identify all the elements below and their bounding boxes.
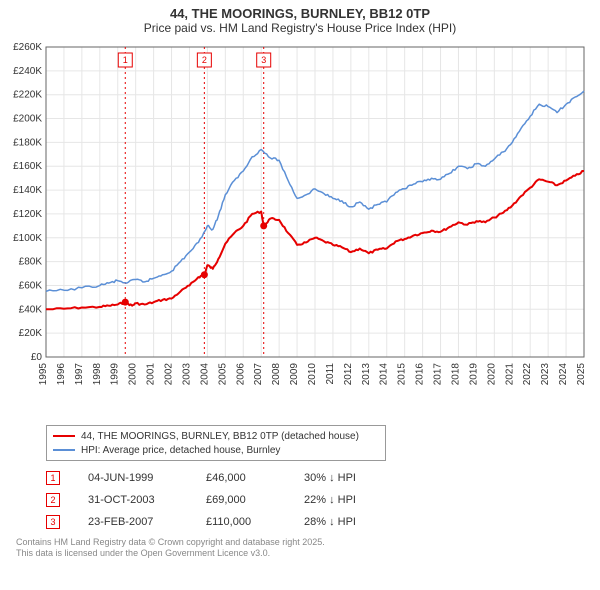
svg-text:£40K: £40K: [19, 304, 43, 315]
sale-row: 3 23-FEB-2007 £110,000 28% ↓ HPI: [46, 511, 592, 533]
svg-text:2014: 2014: [379, 363, 390, 386]
title-main: 44, THE MOORINGS, BURNLEY, BB12 0TP: [8, 6, 592, 21]
attribution-line: This data is licensed under the Open Gov…: [16, 548, 592, 559]
title-block: 44, THE MOORINGS, BURNLEY, BB12 0TP Pric…: [8, 6, 592, 35]
svg-text:1998: 1998: [92, 363, 103, 386]
svg-text:£240K: £240K: [13, 66, 42, 77]
svg-text:2021: 2021: [504, 363, 515, 386]
legend-swatch: [53, 435, 75, 437]
svg-text:£220K: £220K: [13, 90, 42, 101]
sale-date: 31-OCT-2003: [88, 494, 178, 506]
svg-text:£200K: £200K: [13, 114, 42, 125]
svg-text:£260K: £260K: [13, 42, 42, 53]
sale-marker-num: 3: [50, 517, 55, 527]
svg-text:2: 2: [202, 55, 207, 65]
sale-table: 1 04-JUN-1999 £46,000 30% ↓ HPI 2 31-OCT…: [46, 467, 592, 533]
sale-diff: 30% ↓ HPI: [304, 472, 384, 484]
sale-date: 04-JUN-1999: [88, 472, 178, 484]
svg-text:2005: 2005: [217, 363, 228, 386]
svg-text:£160K: £160K: [13, 161, 42, 172]
svg-text:2018: 2018: [450, 363, 461, 386]
svg-text:2006: 2006: [235, 363, 246, 386]
legend: 44, THE MOORINGS, BURNLEY, BB12 0TP (det…: [46, 425, 386, 461]
svg-text:2012: 2012: [343, 363, 354, 386]
chart-svg: £0 £20K £40K £60K £80K £100K £120K £140K £160K £1…: [8, 39, 592, 419]
sale-marker-num: 1: [50, 473, 55, 483]
svg-text:1: 1: [123, 55, 128, 65]
svg-text:2000: 2000: [128, 363, 139, 386]
sale-date: 23-FEB-2007: [88, 516, 178, 528]
svg-text:1996: 1996: [56, 363, 67, 386]
svg-text:1999: 1999: [110, 363, 121, 386]
svg-text:2022: 2022: [522, 363, 533, 386]
sale-row: 1 04-JUN-1999 £46,000 30% ↓ HPI: [46, 467, 592, 489]
svg-text:2025: 2025: [576, 363, 587, 386]
svg-text:£180K: £180K: [13, 137, 42, 148]
title-sub: Price paid vs. HM Land Registry's House …: [8, 21, 592, 35]
svg-text:2001: 2001: [146, 363, 157, 386]
svg-text:2023: 2023: [540, 363, 551, 386]
legend-row: HPI: Average price, detached house, Burn…: [53, 443, 379, 457]
svg-text:2004: 2004: [199, 363, 210, 386]
svg-text:2020: 2020: [486, 363, 497, 386]
sale-row: 2 31-OCT-2003 £69,000 22% ↓ HPI: [46, 489, 592, 511]
svg-text:2017: 2017: [433, 363, 444, 386]
legend-swatch: [53, 449, 75, 451]
sale-price: £110,000: [206, 516, 276, 528]
sale-diff: 22% ↓ HPI: [304, 494, 384, 506]
svg-text:3: 3: [261, 55, 266, 65]
legend-label: 44, THE MOORINGS, BURNLEY, BB12 0TP (det…: [81, 431, 359, 442]
sale-marker-num: 2: [50, 495, 55, 505]
chart-container: 44, THE MOORINGS, BURNLEY, BB12 0TP Pric…: [0, 0, 600, 560]
svg-text:2011: 2011: [325, 363, 336, 385]
svg-text:2003: 2003: [181, 363, 192, 386]
svg-text:£60K: £60K: [19, 280, 43, 291]
svg-text:£140K: £140K: [13, 185, 42, 196]
svg-text:£0: £0: [31, 352, 43, 363]
sale-marker: 1: [46, 471, 60, 485]
legend-label: HPI: Average price, detached house, Burn…: [81, 445, 280, 456]
sale-marker: 2: [46, 493, 60, 507]
sale-price: £69,000: [206, 494, 276, 506]
attribution-line: Contains HM Land Registry data © Crown c…: [16, 537, 592, 548]
svg-text:2002: 2002: [164, 363, 175, 386]
svg-text:2015: 2015: [397, 363, 408, 386]
chart-area: £0 £20K £40K £60K £80K £100K £120K £140K £160K £1…: [8, 39, 592, 419]
svg-text:£100K: £100K: [13, 233, 42, 244]
svg-text:2010: 2010: [307, 363, 318, 386]
svg-text:1997: 1997: [74, 363, 85, 386]
sale-marker: 3: [46, 515, 60, 529]
sale-price: £46,000: [206, 472, 276, 484]
svg-text:£120K: £120K: [13, 209, 42, 220]
svg-text:2013: 2013: [361, 363, 372, 386]
svg-text:2019: 2019: [468, 363, 479, 386]
svg-text:2008: 2008: [271, 363, 282, 386]
svg-text:2016: 2016: [415, 363, 426, 386]
svg-text:1995: 1995: [38, 363, 49, 386]
svg-text:2009: 2009: [289, 363, 300, 386]
legend-row: 44, THE MOORINGS, BURNLEY, BB12 0TP (det…: [53, 429, 379, 443]
sale-diff: 28% ↓ HPI: [304, 516, 384, 528]
svg-text:£20K: £20K: [19, 328, 43, 339]
attribution: Contains HM Land Registry data © Crown c…: [16, 537, 592, 560]
svg-text:2024: 2024: [558, 363, 569, 386]
svg-text:2007: 2007: [253, 363, 264, 386]
svg-text:£80K: £80K: [19, 257, 43, 268]
